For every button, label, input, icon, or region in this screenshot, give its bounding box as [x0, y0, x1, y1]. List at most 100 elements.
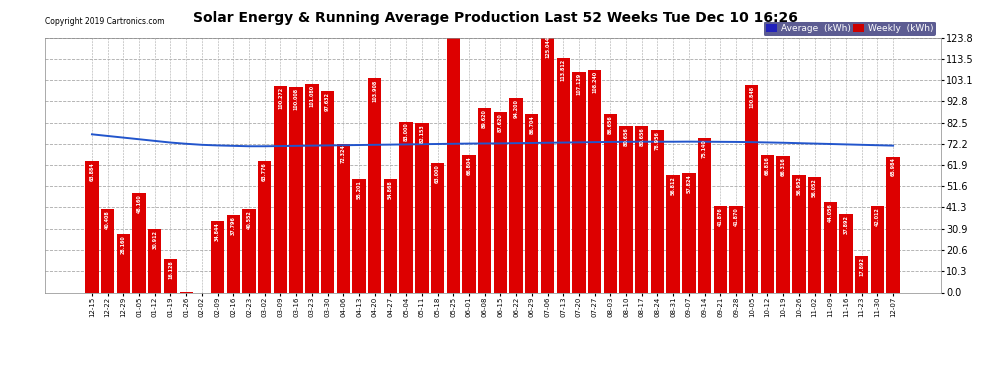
Bar [148, 229, 161, 292]
Text: Copyright 2019 Cartronics.com: Copyright 2019 Cartronics.com [45, 17, 164, 26]
Bar [760, 155, 774, 292]
Bar [588, 69, 601, 292]
Bar [855, 256, 868, 292]
Bar [510, 99, 523, 292]
Bar [399, 122, 413, 292]
Bar [289, 87, 303, 292]
Text: 75.140: 75.140 [702, 139, 707, 158]
Bar [321, 92, 335, 292]
Text: 66.804: 66.804 [466, 156, 471, 175]
Bar [352, 179, 365, 292]
Bar [840, 214, 852, 292]
Text: 78.956: 78.956 [655, 131, 660, 150]
Text: 87.620: 87.620 [498, 113, 503, 132]
Text: 37.796: 37.796 [231, 216, 236, 234]
Text: 63.776: 63.776 [262, 162, 267, 181]
Text: 66.816: 66.816 [765, 156, 770, 175]
Text: 41.876: 41.876 [718, 207, 723, 226]
Text: 86.656: 86.656 [608, 115, 613, 134]
Bar [556, 58, 570, 292]
Text: 86.704: 86.704 [530, 115, 535, 134]
Bar [525, 114, 539, 292]
Bar [792, 175, 806, 292]
Bar [494, 112, 507, 292]
Text: 54.868: 54.868 [388, 180, 393, 199]
Text: 101.080: 101.080 [309, 86, 315, 108]
Text: 107.129: 107.129 [576, 73, 581, 95]
Text: 63.884: 63.884 [89, 162, 94, 181]
Text: 17.892: 17.892 [859, 256, 864, 276]
Bar [682, 173, 696, 292]
Bar [337, 144, 350, 292]
Bar [117, 234, 130, 292]
Bar [101, 209, 114, 292]
Bar [415, 123, 429, 292]
Bar [274, 86, 287, 292]
Text: 152.300: 152.300 [450, 0, 455, 2]
Bar [886, 157, 900, 292]
Bar [745, 85, 758, 292]
Text: 113.812: 113.812 [560, 59, 565, 81]
Bar [384, 180, 397, 292]
Text: 56.812: 56.812 [670, 177, 676, 195]
Text: 28.160: 28.160 [121, 236, 126, 254]
Text: 55.201: 55.201 [356, 180, 361, 199]
Bar [478, 108, 491, 292]
Text: 100.848: 100.848 [749, 86, 754, 108]
Bar [462, 155, 475, 292]
Bar [133, 193, 146, 292]
Text: 37.892: 37.892 [843, 216, 848, 234]
Bar [163, 259, 177, 292]
Text: 30.912: 30.912 [152, 230, 157, 249]
Text: 103.908: 103.908 [372, 80, 377, 102]
Bar [431, 163, 445, 292]
Bar [85, 161, 99, 292]
Text: 44.056: 44.056 [828, 203, 833, 222]
Text: 48.160: 48.160 [137, 194, 142, 213]
Text: 56.052: 56.052 [812, 178, 817, 197]
Text: 108.240: 108.240 [592, 70, 597, 93]
Text: 80.656: 80.656 [640, 128, 644, 146]
Text: 65.984: 65.984 [891, 158, 896, 177]
Bar [227, 214, 240, 292]
Text: 42.012: 42.012 [875, 207, 880, 226]
Text: 66.316: 66.316 [781, 157, 786, 176]
Bar [808, 177, 822, 292]
Text: Solar Energy & Running Average Production Last 52 Weeks Tue Dec 10 16:26: Solar Energy & Running Average Productio… [193, 11, 797, 25]
Bar [446, 0, 460, 292]
Text: 41.870: 41.870 [734, 207, 739, 226]
Bar [730, 206, 742, 292]
Text: 40.552: 40.552 [247, 210, 251, 229]
Text: 63.000: 63.000 [435, 164, 440, 183]
Bar [650, 130, 664, 292]
Text: 57.824: 57.824 [686, 174, 691, 193]
Text: 56.952: 56.952 [796, 176, 801, 195]
Bar [368, 78, 381, 292]
Text: 40.408: 40.408 [105, 210, 110, 229]
Text: 100.272: 100.272 [278, 87, 283, 109]
Text: 34.844: 34.844 [215, 222, 220, 240]
Bar [572, 72, 586, 292]
Legend: Average  (kWh), Weekly  (kWh): Average (kWh), Weekly (kWh) [763, 22, 936, 36]
Text: 125.044: 125.044 [545, 36, 550, 58]
Bar [243, 209, 255, 292]
Bar [604, 114, 617, 292]
Bar [666, 176, 680, 292]
Bar [714, 206, 727, 292]
Bar [211, 221, 225, 292]
Bar [620, 126, 633, 292]
Text: 82.153: 82.153 [420, 124, 425, 143]
Bar [258, 161, 271, 292]
Text: 97.632: 97.632 [325, 92, 330, 111]
Text: 94.200: 94.200 [514, 99, 519, 118]
Text: 83.000: 83.000 [404, 123, 409, 141]
Text: 72.324: 72.324 [341, 144, 346, 163]
Text: 100.008: 100.008 [294, 87, 299, 109]
Text: 89.620: 89.620 [482, 109, 487, 128]
Bar [824, 202, 837, 292]
Text: 80.656: 80.656 [624, 128, 629, 146]
Bar [541, 35, 554, 292]
Bar [871, 206, 884, 292]
Bar [698, 138, 711, 292]
Text: 16.128: 16.128 [168, 260, 173, 279]
